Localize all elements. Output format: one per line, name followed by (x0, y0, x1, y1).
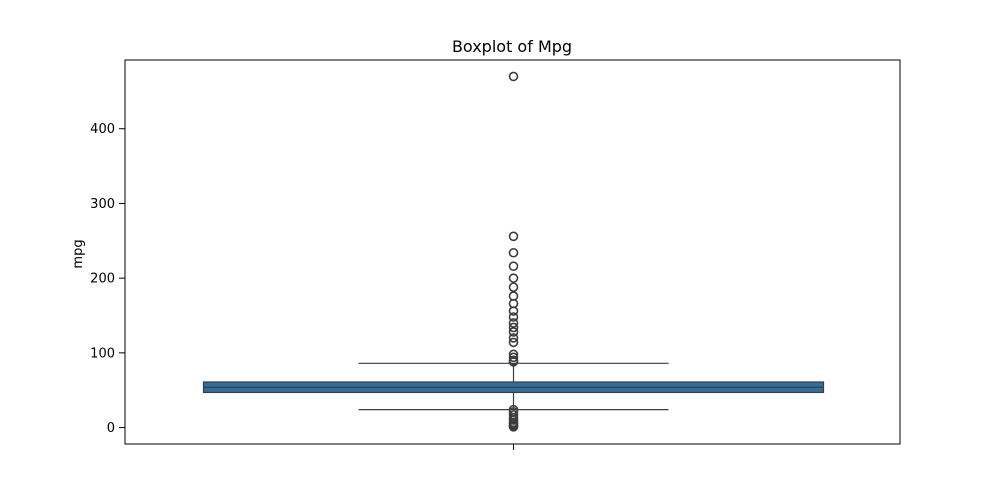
outlier-point (508, 352, 519, 363)
outlier-point (508, 357, 519, 367)
axes-frame (124, 59, 901, 445)
outlier-point (508, 422, 519, 432)
plot-area (202, 71, 825, 432)
outlier-point (508, 261, 519, 271)
outlier-point (508, 306, 519, 316)
outlier-point (508, 318, 519, 328)
y-tick-label: 0 (107, 421, 115, 436)
y-tick-label: 300 (90, 197, 115, 212)
y-axis-ticks: 0 100 200 300 400 (90, 122, 125, 436)
outlier-point (508, 282, 519, 292)
outlier-point (508, 71, 519, 82)
outlier-point (508, 333, 519, 343)
y-tick-label: 200 (90, 272, 115, 287)
outlier-point (508, 231, 519, 242)
outlier-point (508, 327, 519, 337)
y-axis-label: mpg (71, 239, 86, 268)
chart-title: Boxplot of Mpg (452, 37, 572, 56)
outlier-point (508, 247, 519, 258)
y-tick-label: 100 (90, 346, 115, 361)
outlier-point (508, 337, 519, 348)
y-tick-label: 400 (90, 122, 115, 137)
outlier-point (508, 312, 519, 322)
outlier-point (508, 322, 519, 333)
outlier-point (508, 273, 519, 283)
